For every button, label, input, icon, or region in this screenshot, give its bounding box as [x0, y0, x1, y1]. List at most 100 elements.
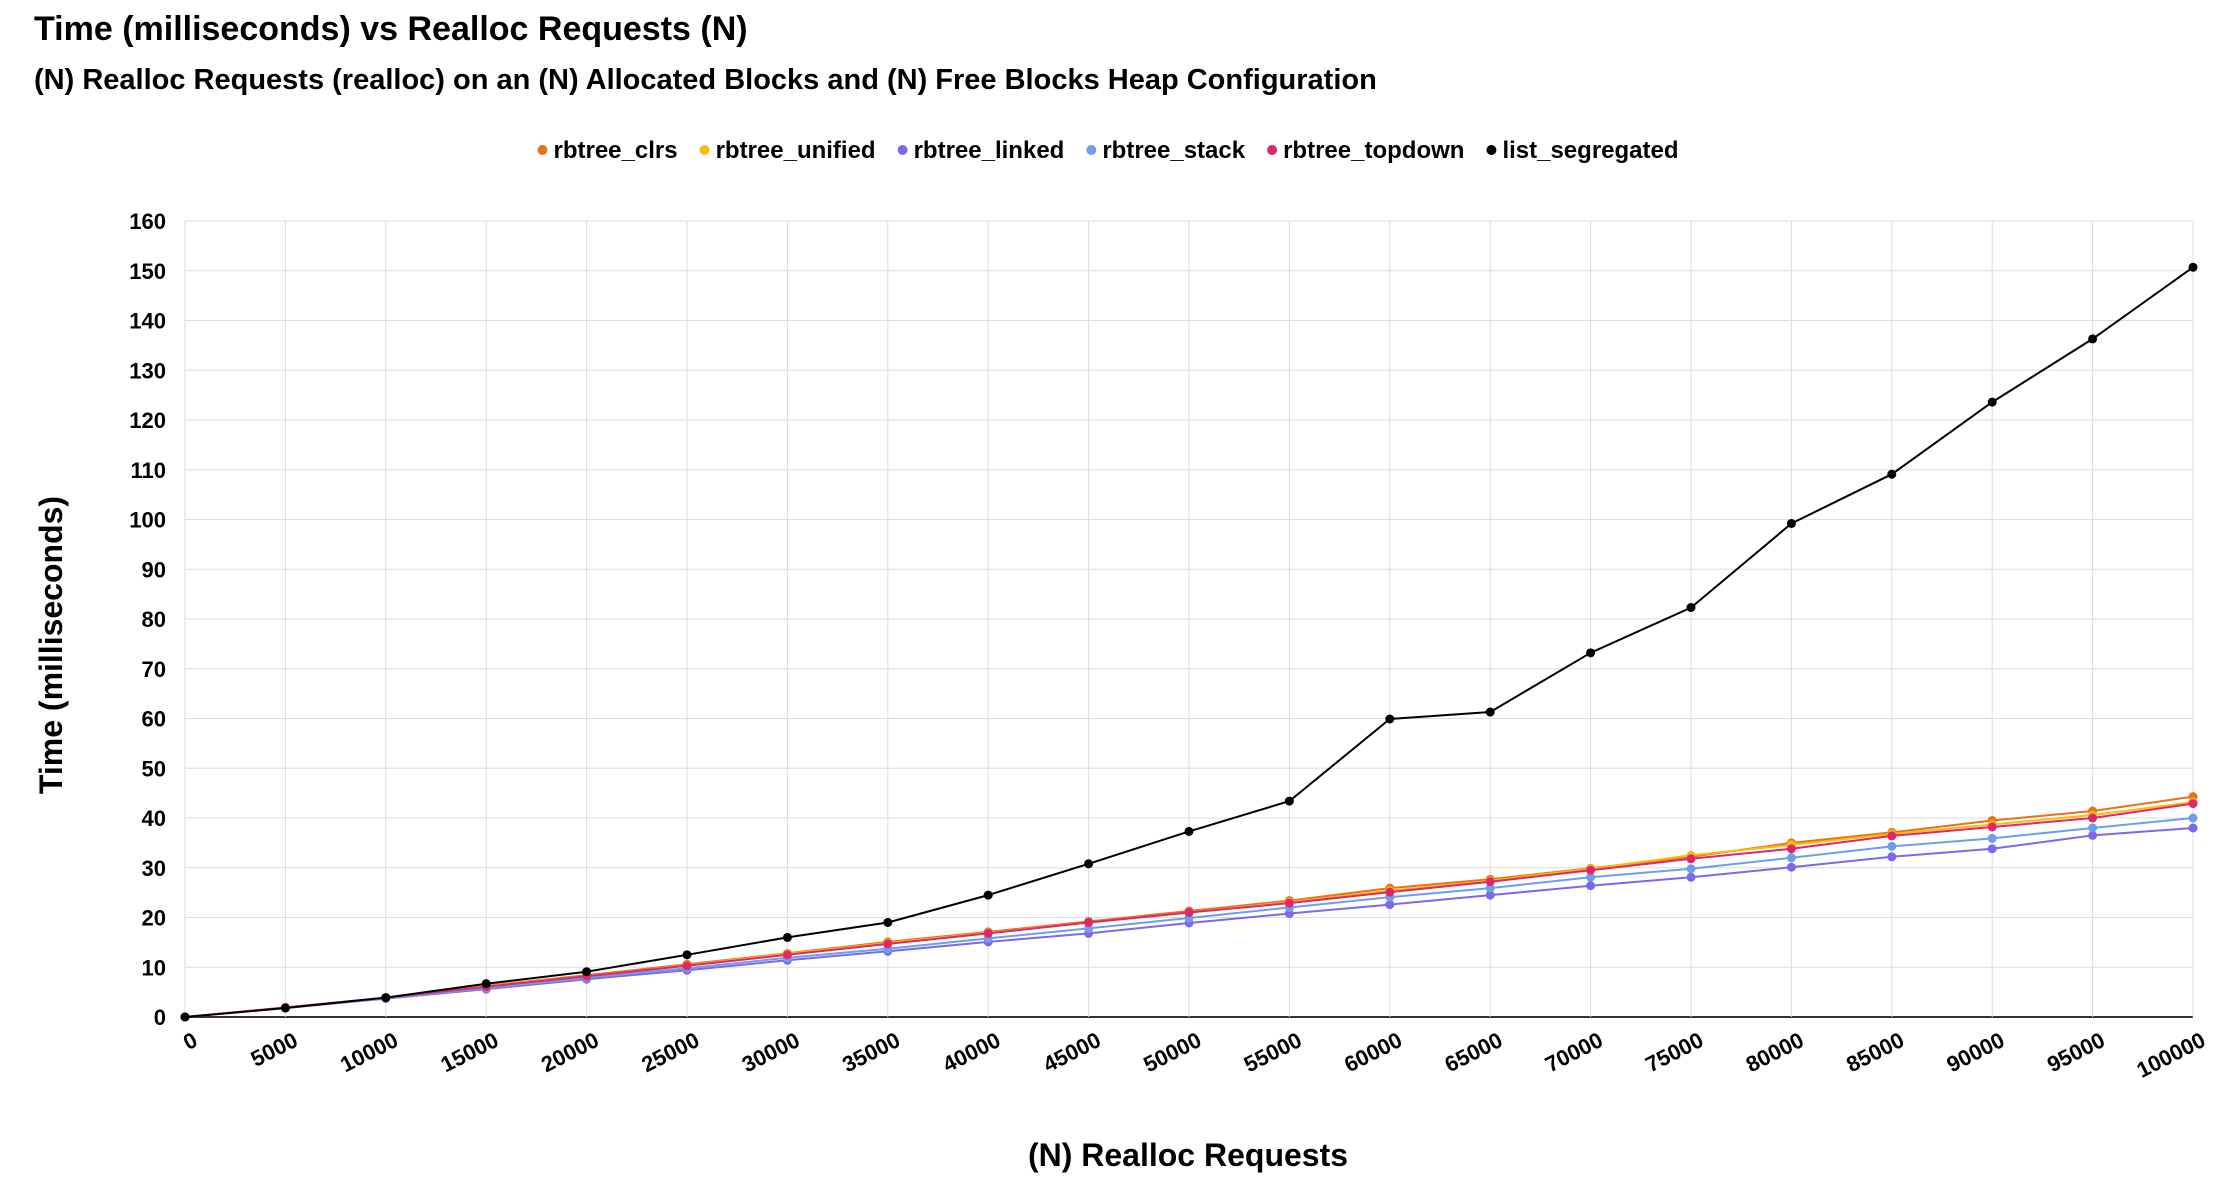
legend-marker [537, 145, 548, 155]
x-tick-label: 100000 [2133, 1027, 2210, 1083]
data-point [1084, 917, 1094, 927]
data-point [1887, 841, 1897, 851]
x-tick-label: 90000 [1943, 1027, 2009, 1077]
data-point [2188, 823, 2198, 833]
data-point [2188, 262, 2198, 272]
data-point [1887, 469, 1897, 479]
legend: rbtree_clrs rbtree_unified rbtree_linked rb… [537, 137, 1679, 164]
legend-marker [699, 145, 710, 155]
legend-label: rbtree_stack [1102, 137, 1245, 164]
data-point [883, 917, 893, 927]
data-point [381, 993, 391, 1003]
data-point [1786, 853, 1796, 863]
data-point [983, 890, 993, 900]
data-point [1586, 881, 1596, 891]
legend-label: rbtree_linked [914, 137, 1065, 164]
data-point [1485, 890, 1495, 900]
y-tick-label: 60 [142, 707, 166, 732]
data-point [1686, 872, 1696, 882]
data-point [1686, 854, 1696, 864]
data-point [1887, 852, 1897, 862]
legend-marker [1267, 145, 1278, 155]
x-tick-label: 75000 [1641, 1027, 1707, 1077]
x-tick-label: 10000 [336, 1027, 402, 1077]
data-point [481, 979, 491, 989]
data-point [1586, 648, 1596, 658]
grid [184, 220, 2194, 1018]
data-point [1987, 397, 1997, 407]
legend-marker [1486, 145, 1497, 155]
data-point [1485, 877, 1495, 887]
y-axis-title: Time (milliseconds) [33, 496, 69, 794]
y-tick-label: 20 [142, 906, 166, 931]
y-tick-label: 50 [142, 756, 166, 781]
data-point [1786, 518, 1796, 528]
x-tick-label: 80000 [1742, 1027, 1808, 1077]
legend-label: list_segregated [1502, 137, 1678, 164]
y-tick-label: 80 [142, 607, 166, 632]
x-tick-label: 35000 [838, 1027, 904, 1077]
y-tick-label: 150 [129, 259, 166, 284]
x-tick-label: 0 [179, 1027, 201, 1055]
data-point [1184, 908, 1194, 918]
data-point [682, 961, 692, 971]
y-tick-label: 160 [129, 209, 166, 234]
data-point [883, 939, 893, 949]
data-point [180, 1012, 190, 1022]
y-tick-label: 130 [129, 358, 166, 383]
data-point [2088, 830, 2098, 840]
data-point [1686, 603, 1696, 613]
chart-subtitle: (N) Realloc Requests (realloc) on an (N)… [34, 64, 1377, 96]
y-tick-label: 10 [142, 955, 166, 980]
legend-item: rbtree_stack [1086, 137, 1246, 164]
data-point [782, 932, 792, 942]
data-point [1284, 898, 1294, 908]
y-tick-labels: 0 10 20 30 40 50 60 70 80 90 100 110 120 130 140 150 160 [129, 209, 166, 1030]
series-group [180, 262, 2198, 1022]
data-point [1987, 844, 1997, 854]
data-point [280, 1003, 290, 1013]
data-point [1887, 831, 1897, 841]
y-tick-label: 40 [142, 806, 166, 831]
data-point [1385, 887, 1395, 897]
data-point [1586, 872, 1596, 882]
x-tick-label: 45000 [1039, 1027, 1105, 1077]
x-axis-title: (N) Realloc Requests [1028, 1137, 1348, 1173]
x-tick-label: 40000 [939, 1027, 1005, 1077]
y-tick-label: 90 [142, 557, 166, 582]
y-tick-label: 30 [142, 856, 166, 881]
data-point [983, 928, 993, 938]
legend-item: rbtree_linked [897, 137, 1065, 164]
data-point [1385, 900, 1395, 910]
data-point [1786, 862, 1796, 872]
series-list_segregated [180, 262, 2198, 1022]
legend-item: list_segregated [1486, 137, 1679, 164]
legend-item: rbtree_clrs [537, 137, 678, 164]
x-tick-label: 50000 [1139, 1027, 1205, 1077]
x-tick-label: 15000 [437, 1027, 503, 1077]
x-tick-label: 30000 [738, 1027, 804, 1077]
data-point [1385, 714, 1395, 724]
data-point [2188, 799, 2198, 809]
data-point [1084, 859, 1094, 869]
data-point [2088, 813, 2098, 823]
legend-item: rbtree_unified [699, 137, 876, 164]
x-tick-labels: 0 5000 10000 15000 20000 25000 30000 35000 40000… [179, 1027, 2209, 1083]
data-point [682, 950, 692, 960]
data-point [1686, 864, 1696, 874]
x-tick-label: 20000 [537, 1027, 603, 1077]
data-point [582, 967, 592, 977]
legend-marker [897, 145, 908, 155]
legend-label: rbtree_clrs [553, 137, 677, 164]
x-tick-label: 85000 [1842, 1027, 1908, 1077]
y-tick-label: 110 [131, 458, 167, 483]
data-point [782, 950, 792, 960]
x-tick-label: 5000 [247, 1027, 302, 1071]
legend-label: rbtree_unified [716, 137, 876, 164]
x-tick-label: 60000 [1340, 1027, 1406, 1077]
x-tick-label: 70000 [1541, 1027, 1607, 1077]
data-point [2188, 813, 2198, 823]
y-tick-label: 120 [129, 408, 166, 433]
data-point [1485, 707, 1495, 717]
